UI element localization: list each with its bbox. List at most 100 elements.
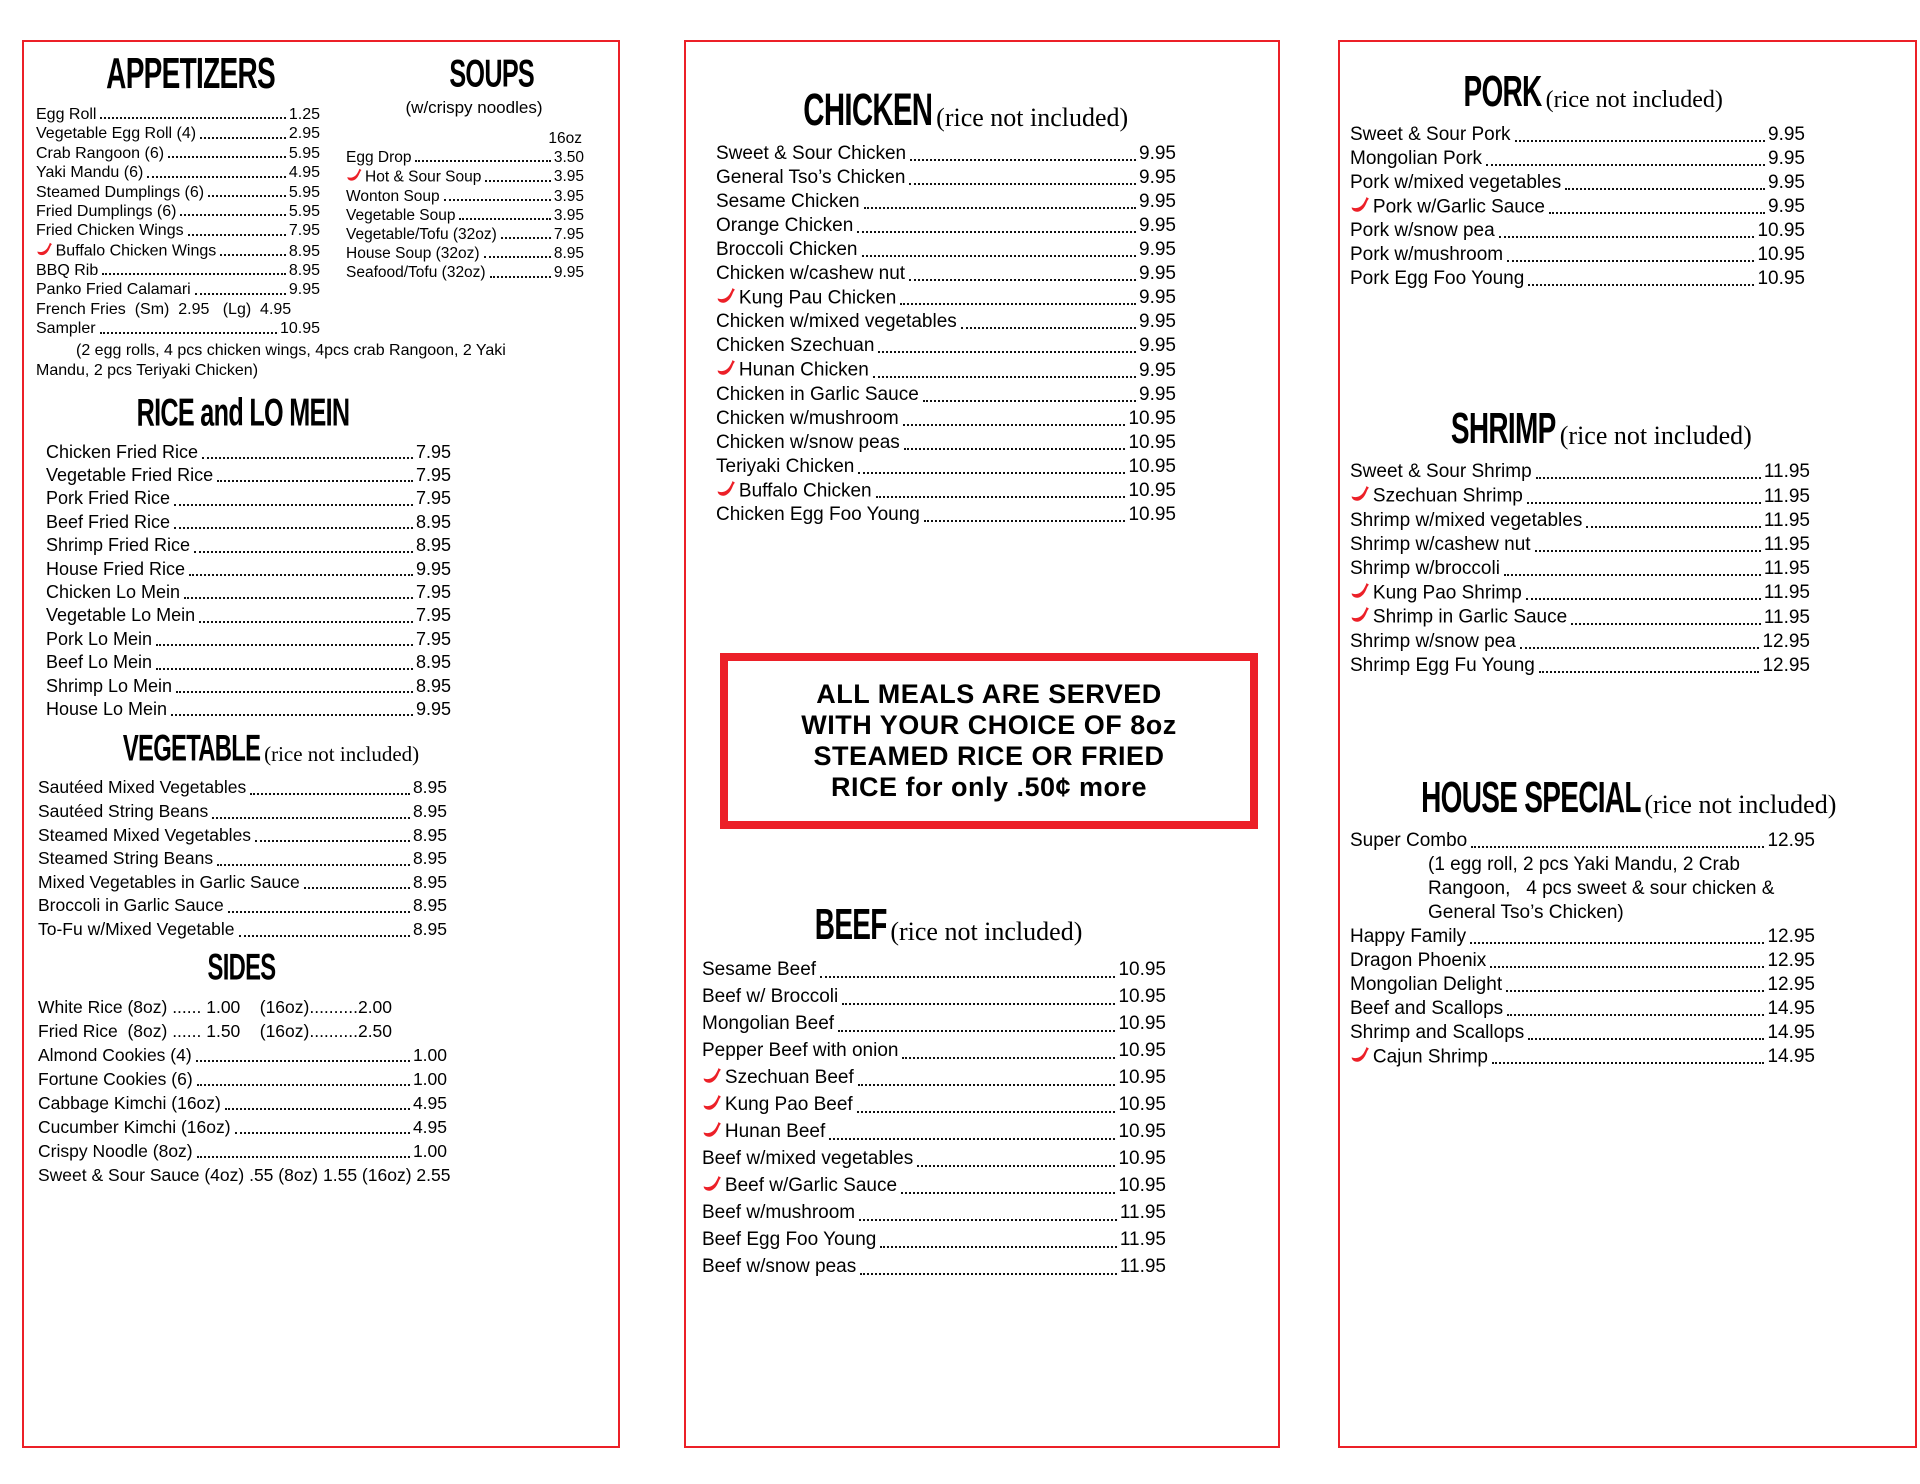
menu-item: Buffalo Chicken Wings 8.95 — [36, 241, 346, 261]
item-price: 10.95 — [1128, 504, 1176, 526]
menu-section-pork: PORK (rice not included) Sweet & Sour Pork… — [1348, 68, 1805, 291]
dot-leader — [500, 237, 551, 240]
item-price: 14.95 — [1767, 1046, 1815, 1068]
item-price: 10.95 — [1128, 455, 1176, 477]
dot-leader — [255, 840, 410, 843]
item-name: Chicken w/mixed vegetables — [716, 311, 957, 333]
appetizers-column: APPETIZERS Egg Roll 1.25 Vegetable Egg Roll… — [36, 50, 346, 339]
dot-leader — [857, 231, 1137, 233]
item-price: 10.95 — [1118, 1067, 1166, 1089]
dot-leader — [1507, 260, 1755, 263]
menu-item: Dragon Phoenix 12.95 — [1348, 949, 1815, 973]
item-price: 5.95 — [288, 203, 320, 221]
section-header: BEEF (rice not included) — [700, 902, 1166, 950]
item-name: Cajun Shrimp — [1350, 1045, 1488, 1069]
item-name: Shrimp Fried Rice — [46, 535, 191, 556]
section-title: SOUPS — [449, 50, 535, 95]
menu-item: Sautéed String Beans 8.95 — [36, 800, 447, 824]
item-price: 3.50 — [553, 149, 584, 166]
item-name: House Soup (32oz) — [346, 245, 480, 263]
menu-item: Pork w/Garlic Sauce 9.95 — [1348, 195, 1805, 219]
item-price: 11.95 — [1763, 606, 1810, 628]
menu-item: Szechuan Beef 10.95 — [700, 1064, 1166, 1091]
item-price: 1.25 — [288, 106, 320, 123]
item-name: Chicken Egg Foo Young — [716, 504, 920, 526]
item-price: 8.95 — [553, 245, 584, 263]
item-name: Pork Egg Foo Young — [1350, 268, 1525, 290]
dot-leader — [829, 1138, 1116, 1141]
dot-leader — [1528, 284, 1755, 287]
item-price: 9.95 — [1139, 167, 1176, 188]
menu-item: Pork w/snow pea 10.95 — [1348, 219, 1805, 243]
item-price: 9.95 — [1139, 143, 1176, 164]
item-name: Chicken w/snow peas — [716, 431, 900, 453]
dot-leader — [224, 1107, 410, 1110]
banner-line: WITH YOUR CHOICE OF 8oz — [801, 710, 1177, 741]
menu-panel-left: APPETIZERS Egg Roll 1.25 Vegetable Egg Roll… — [22, 40, 620, 1448]
menu-item: Mongolian Pork 9.95 — [1348, 147, 1805, 171]
dot-leader — [196, 1155, 410, 1158]
item-price: 8.95 — [415, 675, 451, 696]
section-header: CHICKEN (rice not included) — [700, 84, 1176, 136]
section-title: SIDES — [207, 946, 277, 988]
item-name: Cucumber Kimchi (16oz) — [38, 1116, 231, 1137]
menu-item: Beef w/ Broccoli 10.95 — [700, 983, 1166, 1010]
dot-leader — [1526, 501, 1761, 504]
menu-item: Happy Family 12.95 — [1348, 925, 1815, 949]
dot-leader — [217, 480, 413, 483]
menu-item: Chicken in Garlic Sauce 9.95 — [700, 383, 1176, 407]
banner-line: STEAMED RICE OR FRIED — [813, 741, 1165, 772]
menu-item: Egg Drop 3.50 — [346, 148, 602, 167]
item-name: Egg Roll — [36, 106, 97, 123]
menu-item: Shrimp Fried Rice 8.95 — [36, 534, 451, 557]
item-price: 11.95 — [1763, 509, 1810, 531]
menu-item: Mongolian Delight 12.95 — [1348, 973, 1815, 997]
item-name: Super Combo — [1350, 829, 1468, 851]
menu-item: Shrimp Lo Mein 8.95 — [36, 675, 451, 698]
item-price: 7.95 — [553, 226, 584, 244]
menu-item: Sweet & Sour Chicken 9.95 — [700, 142, 1176, 166]
dot-leader — [1471, 845, 1765, 848]
menu-item: Chicken w/mixed vegetables 9.95 — [700, 310, 1176, 334]
item-price: 8.95 — [412, 777, 447, 798]
item-price: 10.95 — [1118, 1148, 1166, 1170]
item-price: 2.95 — [288, 125, 320, 143]
dot-leader — [238, 934, 410, 937]
sampler-contents-note: (2 egg rolls, 4 pcs chicken wings, 4pcs … — [36, 341, 511, 379]
dot-leader — [194, 550, 413, 553]
dot-leader — [168, 156, 286, 159]
chili-pepper-icon — [37, 242, 52, 255]
item-price: 10.95 — [1118, 1013, 1166, 1035]
menu-section-soups: SOUPS (w/crispy noodles) 16oz Egg Drop 3.50 H… — [346, 50, 602, 283]
dot-leader — [1503, 573, 1761, 576]
menu-item: Beef w/Garlic Sauce 10.95 — [700, 1172, 1166, 1199]
item-price: 9.95 — [1139, 359, 1176, 381]
left-panel-sections: RICE and LO MEIN Chicken Fried Rice 7.95 Ve… — [36, 389, 618, 1187]
item-name: House Lo Mein — [46, 699, 168, 720]
right-panel-sections: PORK (rice not included) Sweet & Sour Pork… — [1348, 68, 1915, 1069]
item-name: Pork w/Garlic Sauce — [1350, 195, 1545, 219]
item-name: Beef w/ Broccoli — [702, 986, 839, 1008]
menu-item: General Tso’s Chicken 9.95 — [700, 166, 1176, 190]
item-name: Happy Family — [1350, 925, 1467, 947]
menu-item: Fried Chicken Wings 7.95 — [36, 221, 346, 240]
dot-leader — [903, 447, 1126, 450]
item-price: 8.95 — [412, 801, 447, 822]
menu-item: Sweet & Sour Shrimp 11.95 — [1348, 460, 1810, 484]
item-price: 10.95 — [1128, 431, 1176, 453]
item-price: 9.95 — [1139, 335, 1176, 357]
item-name: Beef w/mushroom — [702, 1202, 856, 1224]
item-name: Vegetable Soup — [346, 206, 456, 224]
item-name: Vegetable Lo Mein — [46, 605, 196, 626]
section-title: CHICKEN — [803, 84, 933, 135]
dot-leader — [171, 714, 413, 717]
menu-item: Beef w/snow peas 11.95 — [700, 1253, 1166, 1280]
dot-leader — [174, 503, 413, 506]
item-price: 4.95 — [412, 1116, 447, 1137]
menu-item: Vegetable Soup 3.95 — [346, 206, 602, 225]
dot-leader — [187, 233, 286, 236]
item-name: Sesame Beef — [702, 959, 817, 981]
item-price: 9.95 — [288, 281, 320, 299]
section-header: VEGETABLE (rice not included) — [36, 728, 447, 770]
chili-pepper-icon — [1351, 583, 1369, 598]
